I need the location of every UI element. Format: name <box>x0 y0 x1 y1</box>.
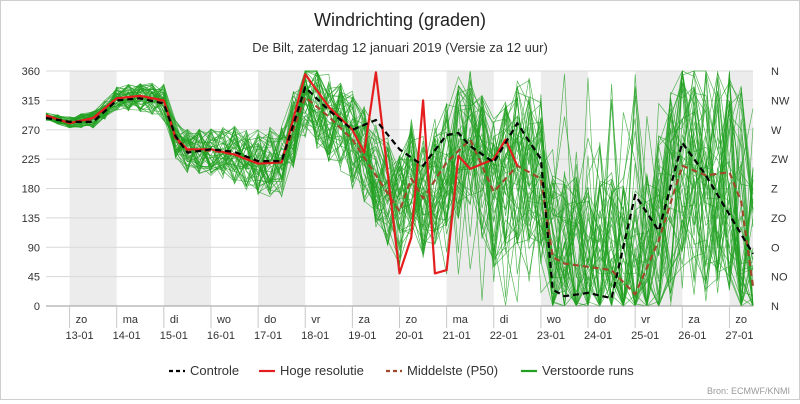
legend: Controle Hoge resolutie Middelste (P50) Ver… <box>169 363 634 378</box>
x-tick-date-label: 16-01 <box>207 330 235 342</box>
chart-subtitle: De Bilt, zaterdag 12 januari 2019 (Versi… <box>252 40 548 55</box>
ensemble-member-line <box>45 86 754 307</box>
y-right-tick-label: Z <box>771 184 778 196</box>
x-tick-date-label: 20-01 <box>395 330 423 342</box>
y-tick-label: 270 <box>22 125 40 137</box>
ensemble-member-line <box>45 89 754 307</box>
x-tick-date-label: 21-01 <box>443 330 471 342</box>
ensemble-member-line <box>45 78 754 307</box>
y-tick-label: 0 <box>34 301 40 313</box>
ensemble-member-line <box>45 70 753 307</box>
x-tick-date-label: 15-01 <box>160 330 188 342</box>
series-line-controle <box>45 86 754 300</box>
legend-label: Hoge resolutie <box>280 363 364 378</box>
x-tick-date-label: 27-01 <box>725 330 753 342</box>
ensemble-member-line <box>45 81 754 307</box>
x-tick-day-label: za <box>358 314 371 326</box>
x-tick-day-label: zo <box>76 314 88 326</box>
ensemble-member-line <box>45 71 754 308</box>
y-tick-label: 225 <box>22 154 40 166</box>
x-tick-day-label: di <box>170 314 179 326</box>
y-tick-label: 135 <box>22 213 40 225</box>
x-tick-day-label: ma <box>123 314 139 326</box>
x-tick-date-label: 25-01 <box>631 330 659 342</box>
y-right-tick-label: ZO <box>771 213 787 225</box>
x-tick-date-label: 13-01 <box>65 330 93 342</box>
x-tick-day-label: za <box>688 314 701 326</box>
legend-label: Controle <box>190 363 239 378</box>
legend-label: Verstoorde runs <box>542 363 634 378</box>
x-tick-date-label: 26-01 <box>678 330 706 342</box>
x-tick-day-label: wo <box>216 314 231 326</box>
x-tick-day-label: zo <box>735 314 747 326</box>
y-right-tick-label: N <box>771 66 779 78</box>
y-tick-label: 180 <box>22 184 40 196</box>
chart-credit: Bron: ECMWF/KNMI <box>707 386 790 396</box>
y-tick-label: 45 <box>28 272 40 284</box>
y-tick-label: 90 <box>28 242 40 254</box>
x-tick-day-label: vr <box>311 314 321 326</box>
legend-label: Middelste (P50) <box>407 363 498 378</box>
y-right-tick-label: W <box>771 125 782 137</box>
axes: 0 N 45 NO 90 O 135 ZO 180 Z 225 ZW 270 W 315 NW 360 Nzo 13… <box>22 66 790 342</box>
y-right-tick-label: ZW <box>771 154 789 166</box>
y-tick-label: 360 <box>22 66 40 78</box>
x-tick-date-label: 18-01 <box>301 330 329 342</box>
x-tick-date-label: 17-01 <box>254 330 282 342</box>
x-tick-date-label: 22-01 <box>490 330 518 342</box>
series-lines <box>45 71 755 300</box>
chart-title: Windrichting (graden) <box>314 10 486 30</box>
y-right-tick-label: O <box>771 242 780 254</box>
x-tick-day-label: di <box>500 314 509 326</box>
x-tick-day-label: wo <box>546 314 561 326</box>
series-line-hoge-resolutie <box>45 71 519 275</box>
y-right-tick-label: NW <box>771 95 790 107</box>
y-tick-label: 315 <box>22 95 40 107</box>
x-tick-day-label: ma <box>453 314 469 326</box>
x-tick-day-label: vr <box>641 314 651 326</box>
x-tick-day-label: do <box>264 314 276 326</box>
x-tick-date-label: 23-01 <box>537 330 565 342</box>
x-tick-day-label: do <box>594 314 606 326</box>
x-tick-date-label: 19-01 <box>348 330 376 342</box>
x-tick-day-label: zo <box>406 314 418 326</box>
x-tick-date-label: 24-01 <box>584 330 612 342</box>
ensemble-member-line <box>45 77 754 307</box>
x-tick-date-label: 14-01 <box>113 330 141 342</box>
y-right-tick-label: NO <box>771 272 788 284</box>
y-right-tick-label: N <box>771 301 779 313</box>
